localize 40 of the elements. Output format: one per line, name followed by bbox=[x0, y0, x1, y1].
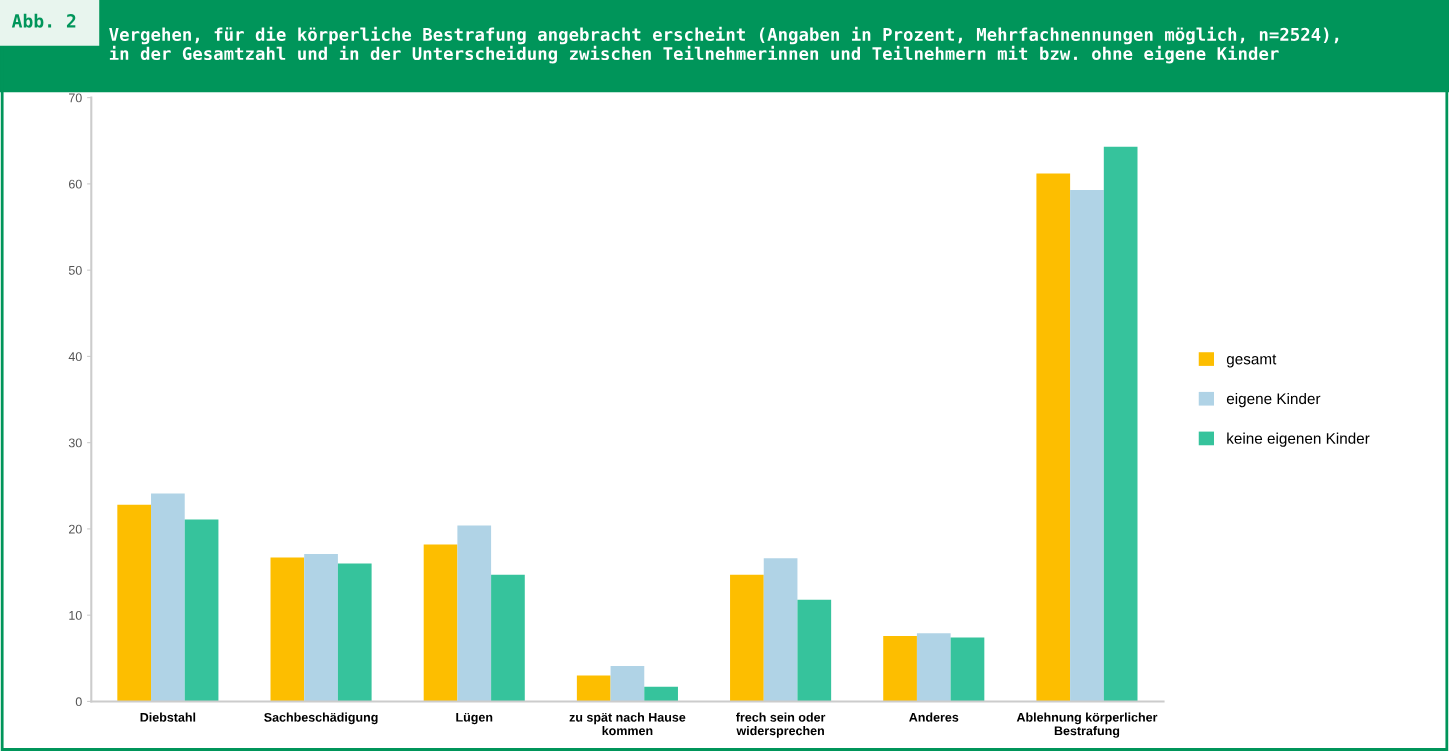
x-tick-label: zu spät nach Hause kommen bbox=[569, 712, 686, 736]
bar bbox=[491, 574, 525, 702]
x-tick-label: frech sein oder widersprechen bbox=[736, 712, 826, 738]
legend-label: keine eigenen Kinder bbox=[1227, 432, 1370, 447]
bar bbox=[883, 635, 917, 702]
bar bbox=[950, 637, 985, 702]
legend-label: eigene Kinder bbox=[1226, 392, 1321, 408]
chart-title: Abb. 2 bbox=[11, 13, 76, 28]
legend-label: gesamt bbox=[1226, 354, 1277, 368]
y-tick-label: 60 bbox=[68, 179, 82, 189]
bar bbox=[423, 544, 458, 702]
bar bbox=[457, 525, 492, 702]
bar bbox=[576, 675, 611, 702]
bar bbox=[763, 558, 798, 702]
bar bbox=[337, 563, 372, 702]
y-tick-label: 70 bbox=[69, 93, 82, 103]
chart-subtitle: Vergehen, für die körperliche Bestrafung angebracht erscheint (Angaben in Prozent, Mehrfachnennungen möglich, n=2524), in der Gesamtzahl und in der Unterscheidung zwischen Teilnehmerinnen und Teilnehmern mit bzw. ohne eigene Kinder bbox=[109, 26, 1339, 64]
y-tick-label: 50 bbox=[68, 265, 82, 275]
y-tick-label: 30 bbox=[68, 438, 82, 448]
y-tick-label: 20 bbox=[68, 524, 82, 534]
bar bbox=[797, 599, 832, 702]
y-tick-label: 10 bbox=[69, 610, 82, 620]
bar bbox=[304, 553, 338, 702]
bar bbox=[1070, 189, 1104, 702]
bar bbox=[117, 504, 152, 702]
bar bbox=[610, 666, 645, 702]
x-tick-label: Anderes bbox=[909, 712, 959, 722]
bar bbox=[1036, 173, 1071, 702]
bar bbox=[151, 493, 185, 702]
bar bbox=[730, 574, 764, 702]
y-tick-label: 40 bbox=[68, 352, 82, 362]
bar bbox=[916, 633, 951, 702]
bar bbox=[184, 519, 219, 702]
x-tick-label: Ablehnung körperlicher Bestrafung bbox=[1016, 712, 1158, 738]
bar bbox=[1103, 146, 1138, 702]
y-tick-label: 0 bbox=[75, 697, 82, 707]
bar bbox=[270, 557, 305, 702]
x-tick-label: Diebstahl bbox=[140, 712, 196, 722]
x-tick-label: Sachbeschädigung bbox=[264, 712, 378, 725]
x-tick-label: Lügen bbox=[456, 712, 493, 725]
